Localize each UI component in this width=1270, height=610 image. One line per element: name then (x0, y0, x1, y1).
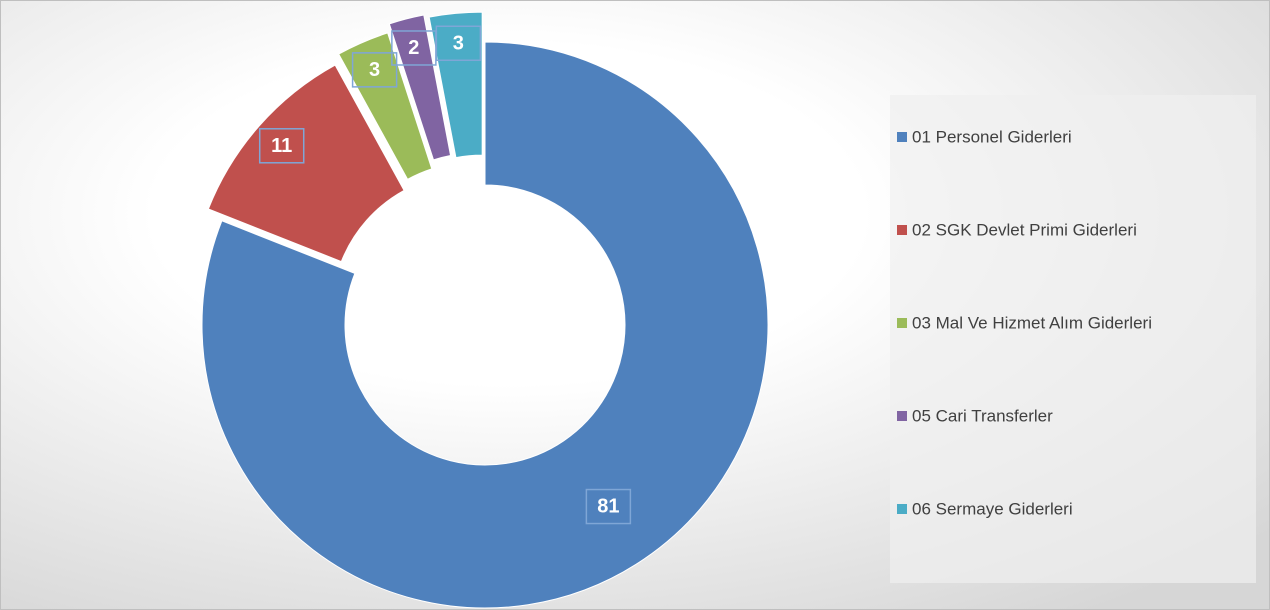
data-label-box (435, 25, 482, 62)
legend-swatch (897, 318, 907, 328)
data-label: 2 (408, 37, 419, 59)
data-label: 11 (271, 135, 292, 157)
legend-swatch (897, 225, 907, 235)
legend-swatch (897, 132, 907, 142)
legend-label: 03 Mal Ve Hizmet Alım Giderleri (912, 314, 1152, 333)
legend-label: 02 SGK Devlet Primi Giderleri (912, 221, 1137, 240)
legend-label: 01 Personel Giderleri (912, 128, 1072, 147)
legend-swatch (897, 504, 907, 514)
data-label-box (258, 128, 305, 164)
legend-label: 06 Sermaye Giderleri (912, 500, 1073, 519)
legend-swatch (897, 411, 907, 421)
slice (428, 11, 483, 159)
legend-box (890, 95, 1256, 583)
data-label-box (585, 488, 632, 525)
data-label: 3 (369, 59, 380, 81)
data-label-box (351, 52, 398, 88)
slice (388, 14, 452, 161)
slice (201, 41, 769, 609)
data-label: 3 (453, 32, 464, 54)
slice (338, 32, 433, 181)
slice (207, 64, 405, 263)
legend-label: 05 Cari Transferler (912, 407, 1053, 426)
data-label: 81 (597, 496, 619, 518)
